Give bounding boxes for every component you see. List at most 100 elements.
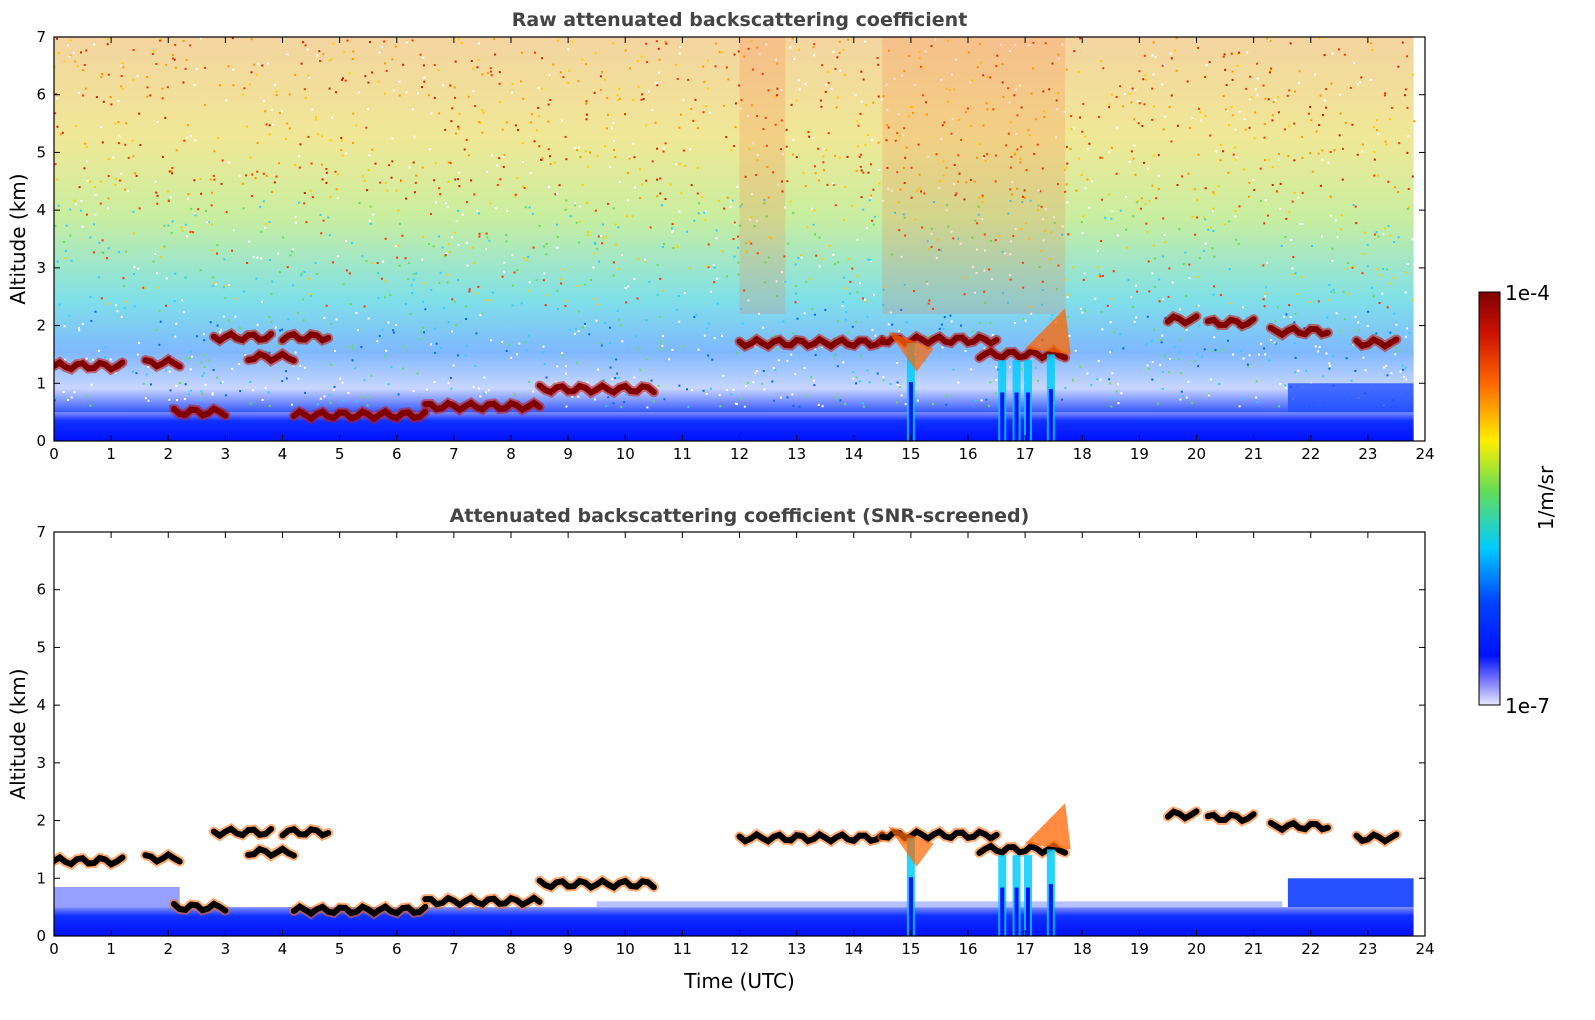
noise-speck [1223,348,1226,351]
noise-speck [766,166,769,168]
bottom-ylabel: Altitude (km) [6,668,30,799]
noise-speck [607,113,609,116]
noise-speck [981,218,984,220]
noise-speck [1288,89,1291,92]
noise-speck [1393,312,1396,315]
noise-speck [542,351,545,354]
noise-speck [1189,127,1191,129]
noise-speck [464,354,467,357]
noise-speck [982,124,985,127]
noise-speck [1329,195,1332,198]
noise-speck [1353,62,1356,64]
noise-speck [146,76,149,78]
noise-speck [277,252,280,255]
noise-speck [1294,356,1297,359]
noise-speck [726,196,729,199]
noise-speck [950,320,953,323]
noise-speck [577,80,580,83]
noise-speck [594,52,597,55]
noise-speck [1256,401,1259,404]
noise-speck [394,245,397,248]
noise-speck [101,73,104,75]
noise-speck [942,174,945,177]
noise-speck [1014,44,1017,46]
noise-speck [273,181,276,184]
noise-speck [1223,53,1226,56]
noise-speck [1325,106,1328,109]
noise-speck [407,278,410,281]
noise-speck [1138,102,1141,105]
noise-speck [794,285,797,287]
noise-speck [903,167,905,169]
noise-speck [81,225,84,228]
noise-speck [1412,298,1414,301]
noise-speck [1144,203,1147,206]
noise-speck [1232,353,1235,356]
noise-speck [1013,94,1016,97]
noise-speck [1037,209,1040,212]
x-tick-label: 10 [616,445,635,463]
noise-speck [893,77,896,80]
noise-speck [928,299,931,302]
noise-speck [1242,306,1244,309]
noise-speck [930,246,933,248]
noise-speck [1225,84,1228,86]
noise-speck [171,167,174,169]
noise-speck [544,304,547,307]
noise-speck [183,139,186,142]
noise-speck [1057,57,1060,60]
noise-speck [995,366,998,369]
noise-speck [1321,235,1323,238]
noise-speck [405,41,408,44]
noise-speck [1377,133,1380,136]
noise-speck [516,177,519,180]
noise-speck [521,161,524,163]
noise-speck [529,172,532,175]
noise-speck [1043,230,1046,233]
bottom-heatmap [54,803,1414,936]
noise-speck [112,156,115,159]
noise-speck [1201,355,1204,358]
noise-speck [600,344,603,347]
noise-speck [791,332,794,335]
noise-speck [204,66,206,69]
cloud-layer [736,830,886,845]
noise-speck [1065,166,1068,169]
noise-speck [871,219,874,222]
noise-speck [132,370,135,373]
noise-speck [528,380,531,383]
noise-speck [86,179,89,182]
noise-speck [454,231,457,234]
noise-speck [331,116,334,119]
noise-speck [1080,221,1083,224]
noise-speck [738,84,741,87]
noise-speck [1122,105,1125,108]
noise-speck [983,269,986,272]
noise-speck [298,201,300,204]
noise-speck [232,68,235,71]
noise-speck [1102,67,1105,70]
noise-speck [1345,357,1348,360]
noise-speck [1325,88,1327,91]
noise-speck [455,324,457,327]
noise-speck [578,241,581,244]
noise-speck [284,138,287,141]
noise-speck [627,285,630,288]
noise-speck [1319,94,1322,97]
noise-speck [986,108,989,111]
noise-speck [498,82,501,85]
noise-speck [1002,292,1005,295]
noise-speck [812,223,815,226]
noise-speck [490,74,493,77]
noise-speck [786,396,789,399]
noise-speck [672,247,675,250]
noise-speck [800,254,803,257]
noise-speck [737,273,740,276]
noise-speck [1038,266,1041,269]
noise-speck [498,157,501,160]
noise-speck [475,332,478,335]
noise-speck [1209,134,1212,137]
noise-speck [930,227,933,230]
noise-speck [118,135,121,138]
